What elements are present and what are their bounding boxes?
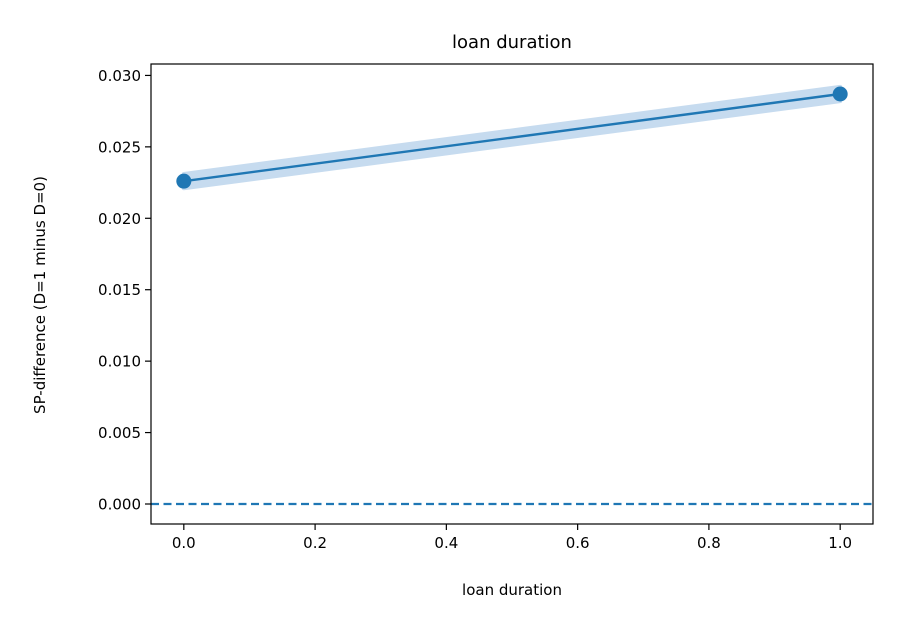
data-point (176, 173, 192, 189)
y-tick-label: 0.020 (98, 210, 141, 228)
x-tick-label: 0.2 (303, 534, 327, 552)
series-line (183, 92, 841, 183)
y-tick-label: 0.000 (98, 496, 141, 514)
x-tick-label: 0.8 (697, 534, 721, 552)
y-tick-label: 0.005 (98, 424, 141, 442)
x-axis-label: loan duration (462, 581, 562, 599)
chart-title: loan duration (452, 32, 572, 53)
x-tick-label: 0.6 (566, 534, 590, 552)
plot-area (151, 84, 873, 506)
y-tick-label: 0.030 (98, 67, 141, 85)
plot-frame (150, 63, 874, 525)
y-axis-label: SP-difference (D=1 minus D=0) (31, 176, 49, 414)
data-point (832, 86, 848, 102)
y-tick-label: 0.015 (98, 281, 141, 299)
x-tick-label: 1.0 (828, 534, 852, 552)
x-tick-label: 0.4 (434, 534, 458, 552)
y-tick-label: 0.010 (98, 353, 141, 371)
y-tick-label: 0.025 (98, 138, 141, 156)
x-axis: 0.0 0.2 0.4 0.6 0.8 1.0 (172, 524, 852, 552)
y-axis: 0.000 0.005 0.010 0.015 0.020 0.025 0.030 (98, 67, 151, 514)
x-tick-label: 0.0 (172, 534, 196, 552)
